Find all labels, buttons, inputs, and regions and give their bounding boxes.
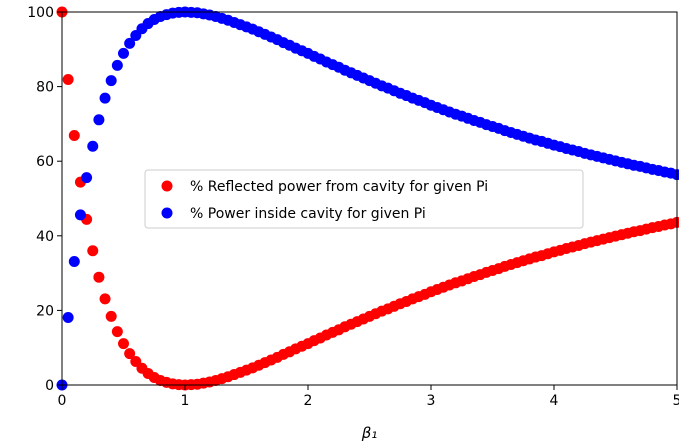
- x-tick-label: 1: [181, 393, 190, 409]
- data-point: [105, 310, 117, 322]
- legend-marker: [161, 180, 173, 192]
- data-point: [87, 140, 99, 152]
- data-point: [111, 326, 123, 338]
- y-tick-label: 100: [27, 5, 54, 21]
- data-point: [111, 59, 123, 71]
- data-point: [62, 311, 74, 323]
- plot-area: [56, 6, 679, 391]
- data-point: [93, 114, 105, 126]
- y-tick-label: 0: [45, 378, 54, 394]
- data-point: [124, 348, 136, 360]
- legend: % Reflected power from cavity for given …: [144, 169, 584, 229]
- data-point: [62, 74, 74, 86]
- data-point: [81, 172, 93, 184]
- data-point: [105, 75, 117, 87]
- legend-label: % Reflected power from cavity for given …: [190, 179, 488, 195]
- data-point: [99, 92, 111, 104]
- series-reflected-power: [56, 6, 679, 391]
- data-point: [74, 209, 86, 221]
- axes: 0 1 2 3 4 5 0 20 40 60 80 100 β₁: [27, 5, 679, 442]
- legend-marker: [161, 207, 173, 219]
- x-axis-label: β₁: [361, 424, 378, 442]
- data-point: [93, 271, 105, 283]
- y-tick-label: 40: [36, 229, 54, 245]
- data-point: [87, 245, 99, 257]
- x-tick-label: 5: [673, 393, 679, 409]
- axes-frame: [61, 11, 678, 386]
- y-tick-label: 80: [36, 80, 54, 96]
- data-point: [124, 37, 136, 49]
- x-tick-label: 0: [58, 393, 67, 409]
- legend-box: [144, 169, 584, 229]
- x-tick-label: 2: [304, 393, 313, 409]
- data-point: [99, 293, 111, 305]
- series-power-inside: [56, 6, 679, 391]
- x-tick-label: 4: [550, 393, 559, 409]
- y-tick-label: 60: [36, 154, 54, 170]
- legend-label: % Power inside cavity for given Pi: [190, 206, 426, 222]
- data-point: [118, 338, 129, 350]
- data-point: [68, 129, 80, 141]
- data-point: [118, 47, 129, 59]
- data-point: [68, 256, 80, 268]
- x-tick-label: 3: [427, 393, 436, 409]
- y-tick-label: 20: [36, 303, 54, 319]
